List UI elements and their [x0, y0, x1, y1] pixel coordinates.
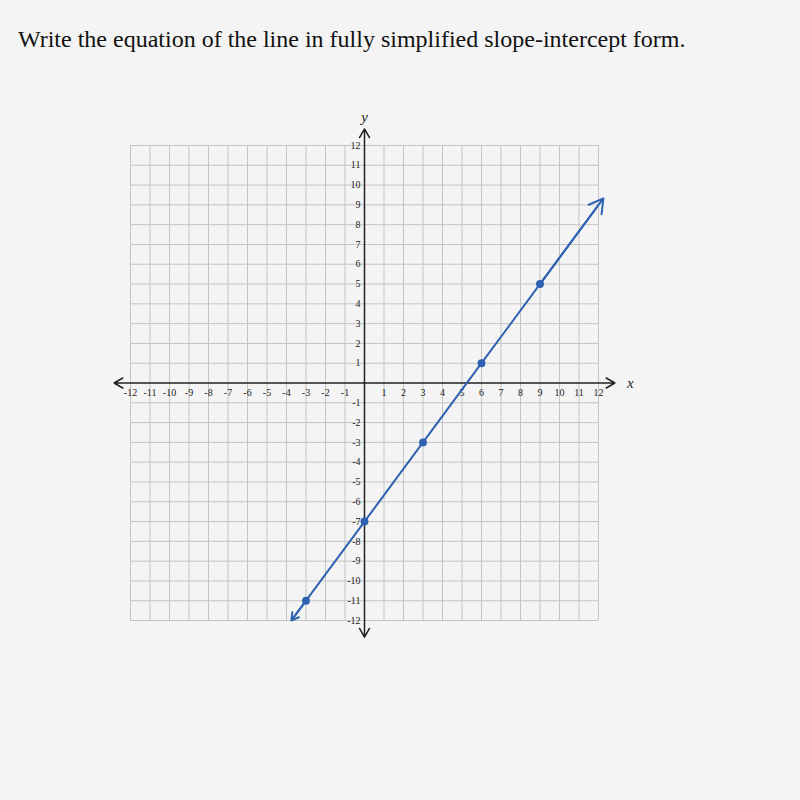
svg-text:-9: -9 — [185, 387, 193, 398]
svg-text:10: 10 — [351, 179, 361, 190]
svg-text:8: 8 — [356, 219, 361, 230]
svg-text:7: 7 — [499, 387, 504, 398]
svg-text:-3: -3 — [302, 387, 310, 398]
svg-text:5: 5 — [459, 387, 465, 399]
svg-text:-5: -5 — [263, 387, 271, 398]
svg-text:-9: -9 — [352, 555, 360, 566]
svg-text:11: 11 — [351, 159, 361, 170]
svg-text:5: 5 — [356, 278, 361, 289]
svg-text:1: 1 — [356, 357, 361, 368]
svg-text:x: x — [626, 375, 634, 391]
svg-text:12: 12 — [594, 387, 604, 398]
svg-text:-11: -11 — [348, 595, 361, 606]
svg-text:-4: -4 — [352, 456, 360, 467]
svg-text:-8: -8 — [352, 535, 361, 547]
svg-text:-6: -6 — [243, 387, 251, 398]
svg-text:9: 9 — [538, 387, 543, 398]
svg-text:1: 1 — [382, 387, 387, 398]
svg-text:3: 3 — [356, 318, 361, 329]
html-text:Write the equation of the line: Write the equation of the line in fully … — [18, 26, 686, 52]
svg-text:-10: -10 — [163, 387, 176, 398]
svg-text:-7: -7 — [352, 516, 360, 527]
svg-text:-12: -12 — [347, 615, 360, 626]
svg-text:4: 4 — [356, 298, 361, 309]
svg-text:12: 12 — [351, 140, 361, 151]
svg-text:-6: -6 — [352, 496, 360, 507]
svg-text:-2: -2 — [321, 387, 329, 398]
svg-text:10: 10 — [555, 387, 565, 398]
svg-text:-4: -4 — [282, 387, 290, 398]
svg-text:-3: -3 — [352, 437, 360, 448]
svg-text:11: 11 — [574, 387, 584, 398]
svg-text:-1: -1 — [352, 397, 360, 408]
svg-text:2: 2 — [356, 338, 361, 349]
svg-text:-2: -2 — [352, 417, 360, 428]
svg-text:-7: -7 — [224, 387, 232, 398]
svg-text:-8: -8 — [204, 387, 212, 398]
svg-text:3: 3 — [421, 387, 426, 398]
svg-text:7: 7 — [356, 239, 361, 250]
svg-text:-10: -10 — [347, 575, 360, 586]
svg-text:4: 4 — [440, 387, 445, 398]
svg-text:-12: -12 — [124, 387, 137, 398]
svg-text:8: 8 — [518, 387, 523, 398]
svg-text:6: 6 — [356, 258, 361, 269]
svg-text:-5: -5 — [352, 476, 360, 487]
svg-text:9: 9 — [356, 199, 361, 210]
svg-text:2: 2 — [401, 387, 406, 398]
svg-text:y: y — [359, 109, 368, 125]
svg-text:-11: -11 — [144, 387, 157, 398]
svg-text:6: 6 — [479, 387, 484, 398]
svg-text:-1: -1 — [341, 387, 349, 398]
